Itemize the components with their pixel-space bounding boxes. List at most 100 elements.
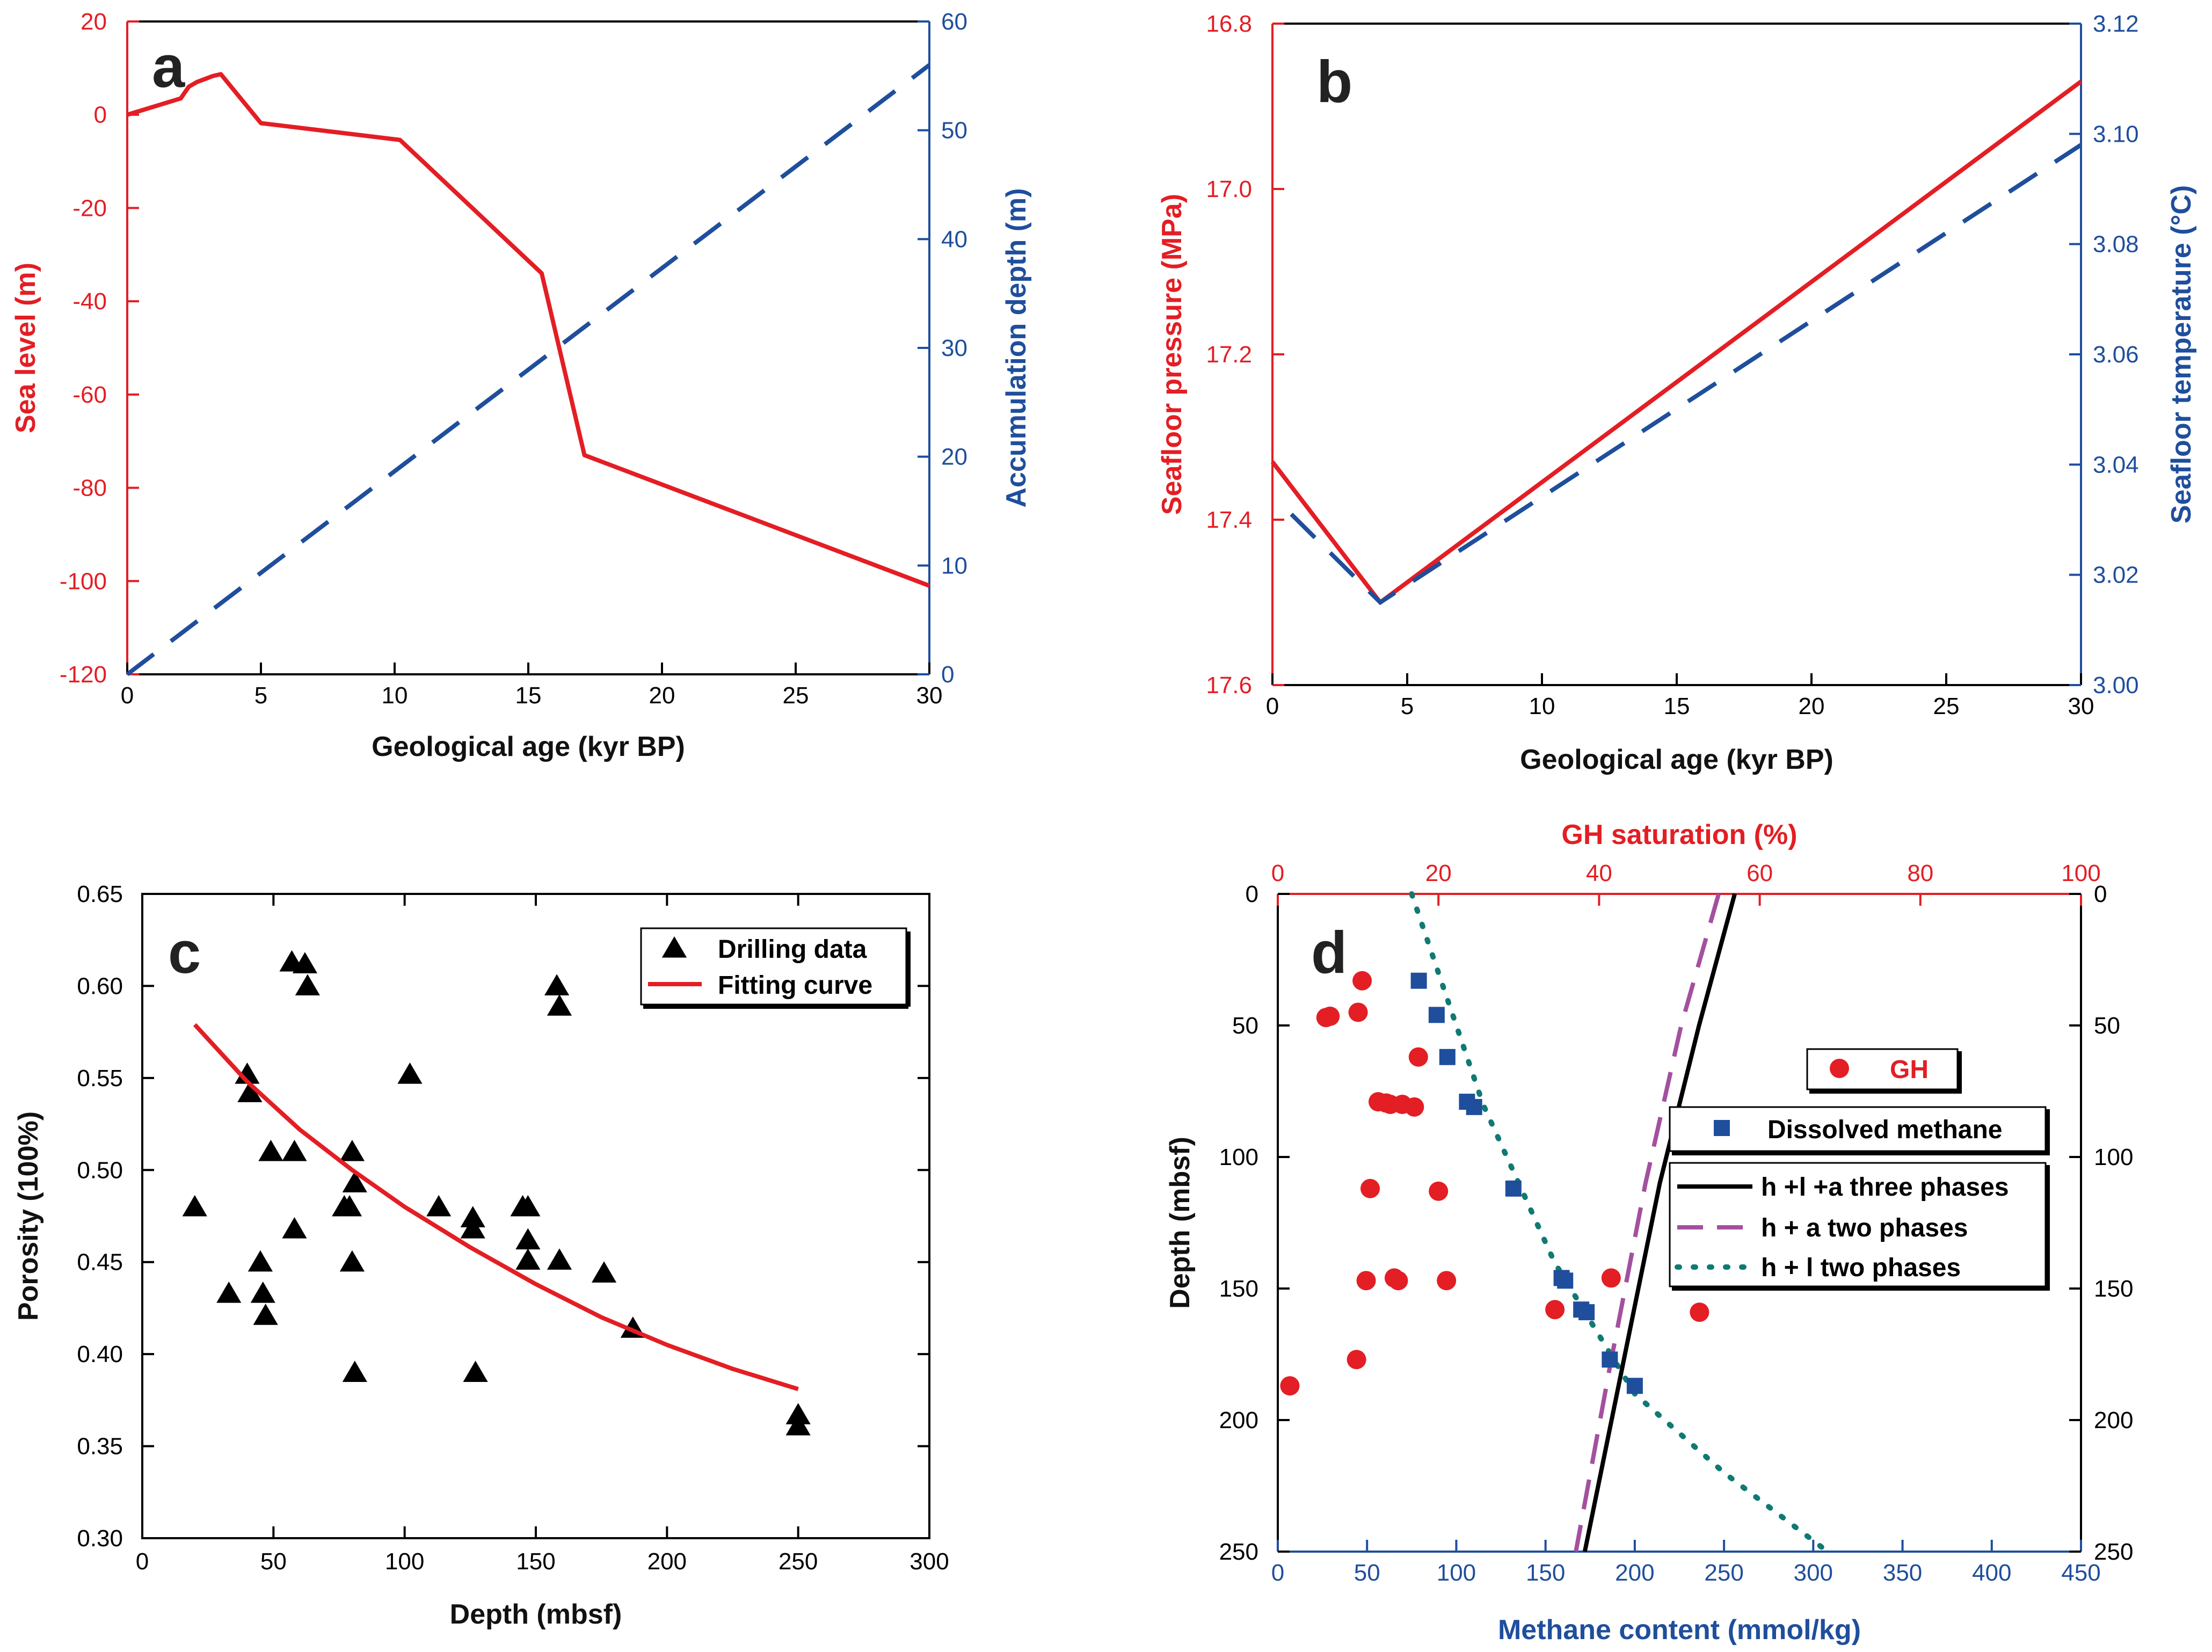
dissolved-methane-point bbox=[1428, 1007, 1445, 1023]
legend-box-phases bbox=[1669, 1162, 2047, 1287]
y2-tick-label: 3.04 bbox=[2093, 452, 2139, 478]
x-tick-label: 15 bbox=[515, 682, 542, 709]
y2-tick-label: 3.12 bbox=[2093, 11, 2139, 37]
drilling-data-point bbox=[785, 1403, 811, 1424]
dissolved-methane-point bbox=[1626, 1378, 1643, 1394]
drilling-data-point bbox=[339, 1140, 365, 1161]
gh-point bbox=[1348, 1002, 1368, 1022]
y-axis-label: Seafloor pressure (MPa) bbox=[1156, 194, 1188, 515]
drilling-data-point bbox=[235, 1062, 260, 1084]
x-tick-label: 0 bbox=[121, 682, 134, 709]
x2-tick-label: 80 bbox=[1907, 860, 1933, 886]
x-tick-label: 0 bbox=[1271, 1560, 1284, 1586]
x2-tick-label: 100 bbox=[2061, 860, 2100, 886]
y2-tick-label: 20 bbox=[941, 444, 967, 470]
y-tick-label: 0.50 bbox=[77, 1157, 123, 1183]
gh-point bbox=[1352, 971, 1372, 991]
y-tick-label: 17.6 bbox=[1206, 672, 1252, 698]
y2-tick-label: 10 bbox=[941, 552, 967, 579]
gh-point bbox=[1280, 1376, 1300, 1396]
gh-point bbox=[1320, 1006, 1340, 1026]
y-tick-label: -80 bbox=[72, 475, 107, 501]
y2-tick-label: 40 bbox=[941, 226, 967, 252]
gh-point bbox=[1690, 1302, 1709, 1322]
legend-marker-dissolved bbox=[1714, 1120, 1730, 1136]
y-tick-label: 0 bbox=[1246, 881, 1258, 907]
y-tick-label: 150 bbox=[1219, 1276, 1258, 1302]
drilling-data-point bbox=[258, 1140, 283, 1161]
dissolved-methane-point bbox=[1557, 1272, 1574, 1289]
y2-axis-label: Accumulation depth (m) bbox=[1001, 188, 1032, 507]
drilling-data-point bbox=[785, 1414, 811, 1436]
drilling-data-point bbox=[237, 1081, 263, 1102]
x-axis-label: Geological age (kyr BP) bbox=[372, 731, 685, 762]
x-tick-label: 300 bbox=[909, 1548, 949, 1575]
drilling-data-point bbox=[248, 1250, 273, 1272]
y-tick-label: 0.65 bbox=[77, 881, 123, 907]
gh-point bbox=[1437, 1271, 1457, 1291]
y-tick-label: 17.4 bbox=[1206, 507, 1252, 533]
x-tick-label: 5 bbox=[254, 682, 267, 709]
y2-tick-label: 0 bbox=[941, 661, 954, 688]
x-tick-label: 0 bbox=[1266, 693, 1279, 719]
drilling-data-point bbox=[282, 1140, 307, 1161]
drilling-data-point bbox=[250, 1282, 275, 1303]
x-tick-label: 300 bbox=[1794, 1560, 1833, 1586]
x-tick-label: 50 bbox=[1354, 1560, 1380, 1586]
gh-point bbox=[1360, 1178, 1380, 1198]
seafloor-temperature-line bbox=[1290, 143, 2083, 606]
drilling-data-point bbox=[515, 1195, 541, 1217]
legend-label-h-l: h + l two phases bbox=[1761, 1254, 1961, 1282]
y-tick-label-right: 150 bbox=[2094, 1276, 2133, 1302]
dissolved-methane-point bbox=[1439, 1049, 1456, 1065]
panel-c-chart: 0 50 100 150 200 250 300 0.30 0.35 0.40 0.45 0.50 0.… bbox=[13, 881, 949, 1630]
legend-marker-gh bbox=[1830, 1059, 1849, 1078]
x-tick-label: 450 bbox=[2061, 1560, 2100, 1586]
gh-point bbox=[1545, 1300, 1565, 1320]
y-axis-label: Sea level (m) bbox=[10, 263, 41, 433]
legend-shadow bbox=[1672, 1165, 2050, 1291]
gh-point bbox=[1408, 1047, 1428, 1067]
panel-a-chart: 0 5 10 15 20 25 30 -120 -100 -80 -60 -40 -20 0 20 0 10 20… bbox=[10, 9, 1032, 762]
legend-label-fitting: Fitting curve bbox=[718, 971, 872, 1000]
x-tick-label: 50 bbox=[260, 1548, 287, 1575]
h-l-a-three-phases-line bbox=[1582, 893, 1737, 1552]
y-tick-label: 0.60 bbox=[77, 973, 123, 999]
drilling-data-point bbox=[515, 1228, 541, 1250]
drilling-data-point bbox=[515, 1248, 541, 1270]
legend-box-gh bbox=[1806, 1048, 1959, 1090]
legend-label-dissolved: Dissolved methane bbox=[1767, 1116, 2002, 1144]
dissolved-methane-point bbox=[1505, 1180, 1522, 1197]
panel-b-chart: 0 5 10 15 20 25 30 16.8 17.0 17.2 17.4 17.6 3.00 3.02… bbox=[1156, 11, 2197, 775]
x-tick-label: 150 bbox=[516, 1548, 555, 1575]
drilling-data-point bbox=[292, 952, 318, 973]
drilling-data-point bbox=[591, 1261, 617, 1283]
x-tick-label: 250 bbox=[778, 1548, 818, 1575]
fitting-curve-line bbox=[193, 1023, 799, 1392]
legend-triangle-marker bbox=[661, 936, 687, 958]
x-tick-label: 100 bbox=[1437, 1560, 1476, 1586]
x-tick-label: 10 bbox=[1529, 693, 1555, 719]
y2-axis-label: Seafloor temperature (°C) bbox=[2166, 185, 2197, 523]
drilling-data-point bbox=[337, 1195, 362, 1217]
panel-label-a: a bbox=[152, 34, 185, 100]
y-tick-label: 0 bbox=[94, 102, 107, 128]
h-l-two-phases-line bbox=[1409, 891, 1830, 1554]
y-tick-label: 0.55 bbox=[77, 1065, 123, 1091]
drilling-data-point bbox=[463, 1360, 488, 1382]
x2-axis-label: GH saturation (%) bbox=[1561, 819, 1797, 850]
dissolved-methane-point bbox=[1602, 1351, 1618, 1368]
y-tick-label: 20 bbox=[81, 9, 107, 35]
y-tick-label-right: 100 bbox=[2094, 1144, 2133, 1170]
legend-label-h-a: h + a two phases bbox=[1761, 1214, 1968, 1242]
x2-tick-label: 40 bbox=[1586, 860, 1612, 886]
dissolved-methane-point bbox=[1410, 972, 1427, 989]
y-tick-label-right: 250 bbox=[2094, 1539, 2133, 1565]
drilling-data-point bbox=[547, 994, 572, 1016]
x2-tick-label: 0 bbox=[1271, 860, 1284, 886]
panel-label-c: c bbox=[168, 920, 201, 986]
drilling-data-point bbox=[547, 1248, 572, 1270]
y2-tick-label: 3.02 bbox=[2093, 562, 2139, 588]
legend-shadow bbox=[1809, 1051, 1962, 1094]
y-axis-label: Porosity (100%) bbox=[13, 1111, 44, 1321]
